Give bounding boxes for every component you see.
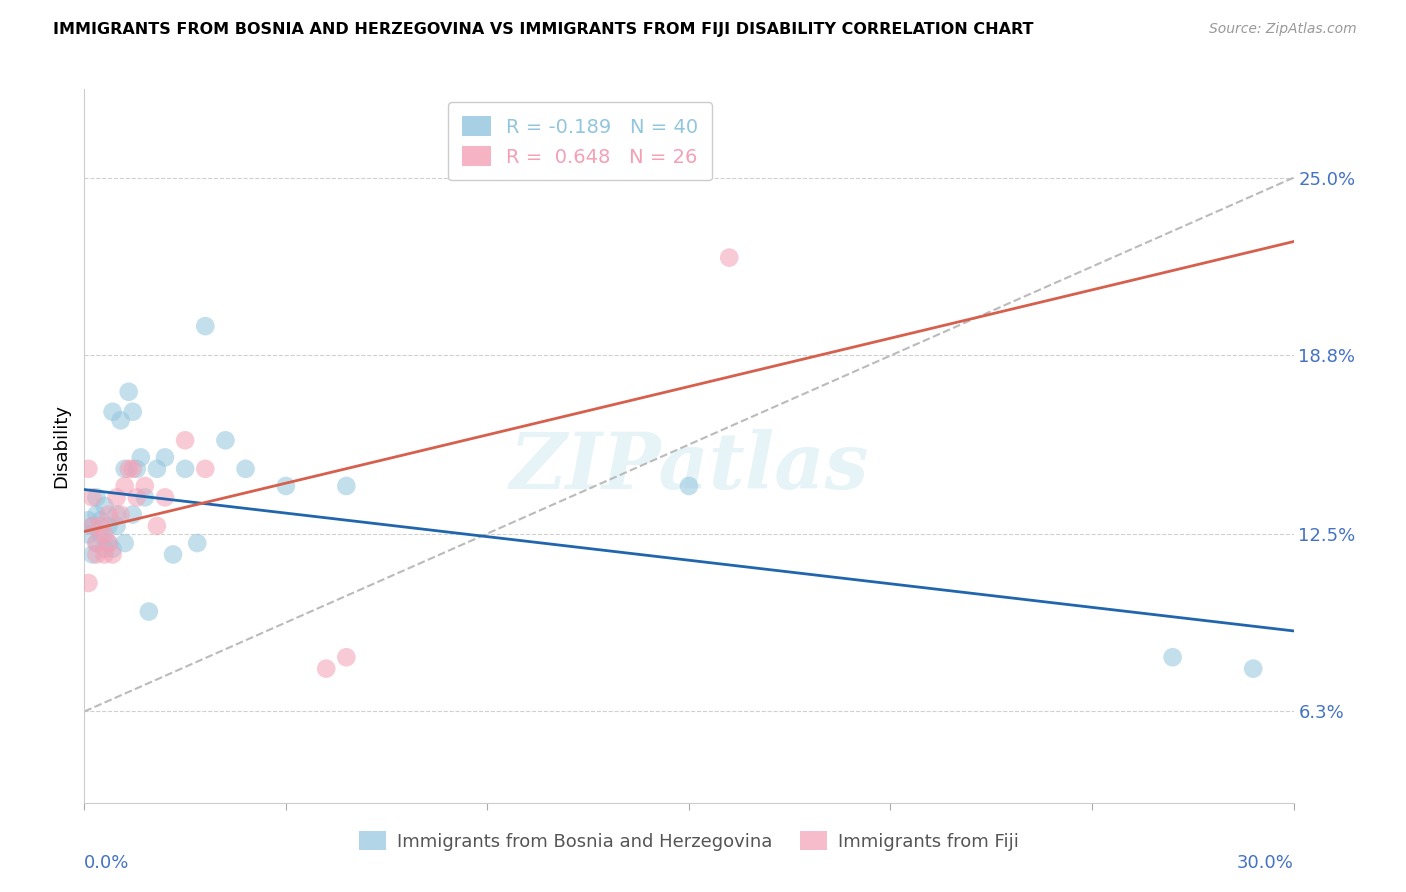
Point [129,450,152,465]
Point [77,527,100,541]
Point [121,508,143,522]
Point [82,519,104,533]
Point [110,413,132,427]
Point [235,462,257,476]
Point [1161,650,1184,665]
Point [114,479,136,493]
Point [718,251,741,265]
Point [86,508,108,522]
Point [89,513,111,527]
Point [1241,662,1264,676]
Point [121,462,143,476]
Text: ZIPatlas: ZIPatlas [509,429,869,506]
Point [162,548,184,562]
Point [186,536,208,550]
Point [153,450,176,465]
Point [110,508,132,522]
Point [153,491,176,505]
Point [134,479,156,493]
Point [194,319,217,334]
Point [77,576,100,591]
Point [194,462,217,476]
Point [77,513,100,527]
Text: 30.0%: 30.0% [1237,855,1294,872]
Point [82,491,104,505]
Point [93,541,115,556]
Point [82,519,104,533]
Y-axis label: Disability: Disability [52,404,70,488]
Point [125,462,148,476]
Point [77,462,100,476]
Point [86,536,108,550]
Point [93,548,115,562]
Point [274,479,297,493]
Point [97,536,120,550]
Point [118,384,141,399]
Legend: Immigrants from Bosnia and Herzegovina, Immigrants from Fiji: Immigrants from Bosnia and Herzegovina, … [352,824,1026,858]
Point [146,519,169,533]
Point [138,605,160,619]
Point [335,650,357,665]
Text: IMMIGRANTS FROM BOSNIA AND HERZEGOVINA VS IMMIGRANTS FROM FIJI DISABILITY CORREL: IMMIGRANTS FROM BOSNIA AND HERZEGOVINA V… [53,22,1033,37]
Point [105,508,128,522]
Point [89,527,111,541]
Point [101,405,124,419]
Point [93,499,115,513]
Point [125,491,148,505]
Point [105,519,128,533]
Point [174,462,197,476]
Point [86,548,108,562]
Point [121,405,143,419]
Point [114,536,136,550]
Point [335,479,357,493]
Point [97,519,120,533]
Point [101,541,124,556]
Point [86,491,108,505]
Point [315,662,337,676]
Point [174,434,197,448]
Point [89,519,111,533]
Point [114,462,136,476]
Point [86,536,108,550]
Text: Source: ZipAtlas.com: Source: ZipAtlas.com [1209,22,1357,37]
Point [101,548,124,562]
Point [214,434,236,448]
Point [134,491,156,505]
Text: 0.0%: 0.0% [84,855,129,872]
Point [146,462,169,476]
Point [82,548,104,562]
Point [678,479,700,493]
Point [93,527,115,541]
Point [97,536,120,550]
Point [118,462,141,476]
Point [105,491,128,505]
Point [97,508,120,522]
